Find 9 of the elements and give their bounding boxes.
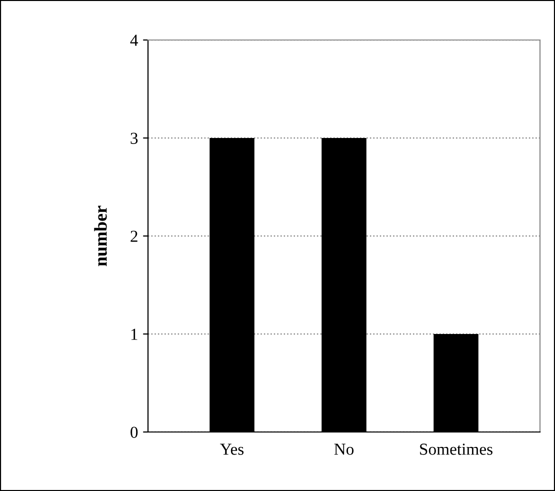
y-tick-label: 0	[130, 426, 138, 438]
y-tick-label: 2	[130, 230, 138, 242]
x-tick-label: No	[334, 444, 354, 455]
y-axis-title: number	[94, 206, 107, 266]
y-tick-label: 4	[130, 34, 138, 46]
x-tick-label: Yes	[220, 444, 244, 455]
x-tick-label: Sometimes	[420, 444, 492, 455]
y-tick-label: 1	[131, 328, 138, 340]
y-tick-label: 3	[130, 132, 138, 144]
